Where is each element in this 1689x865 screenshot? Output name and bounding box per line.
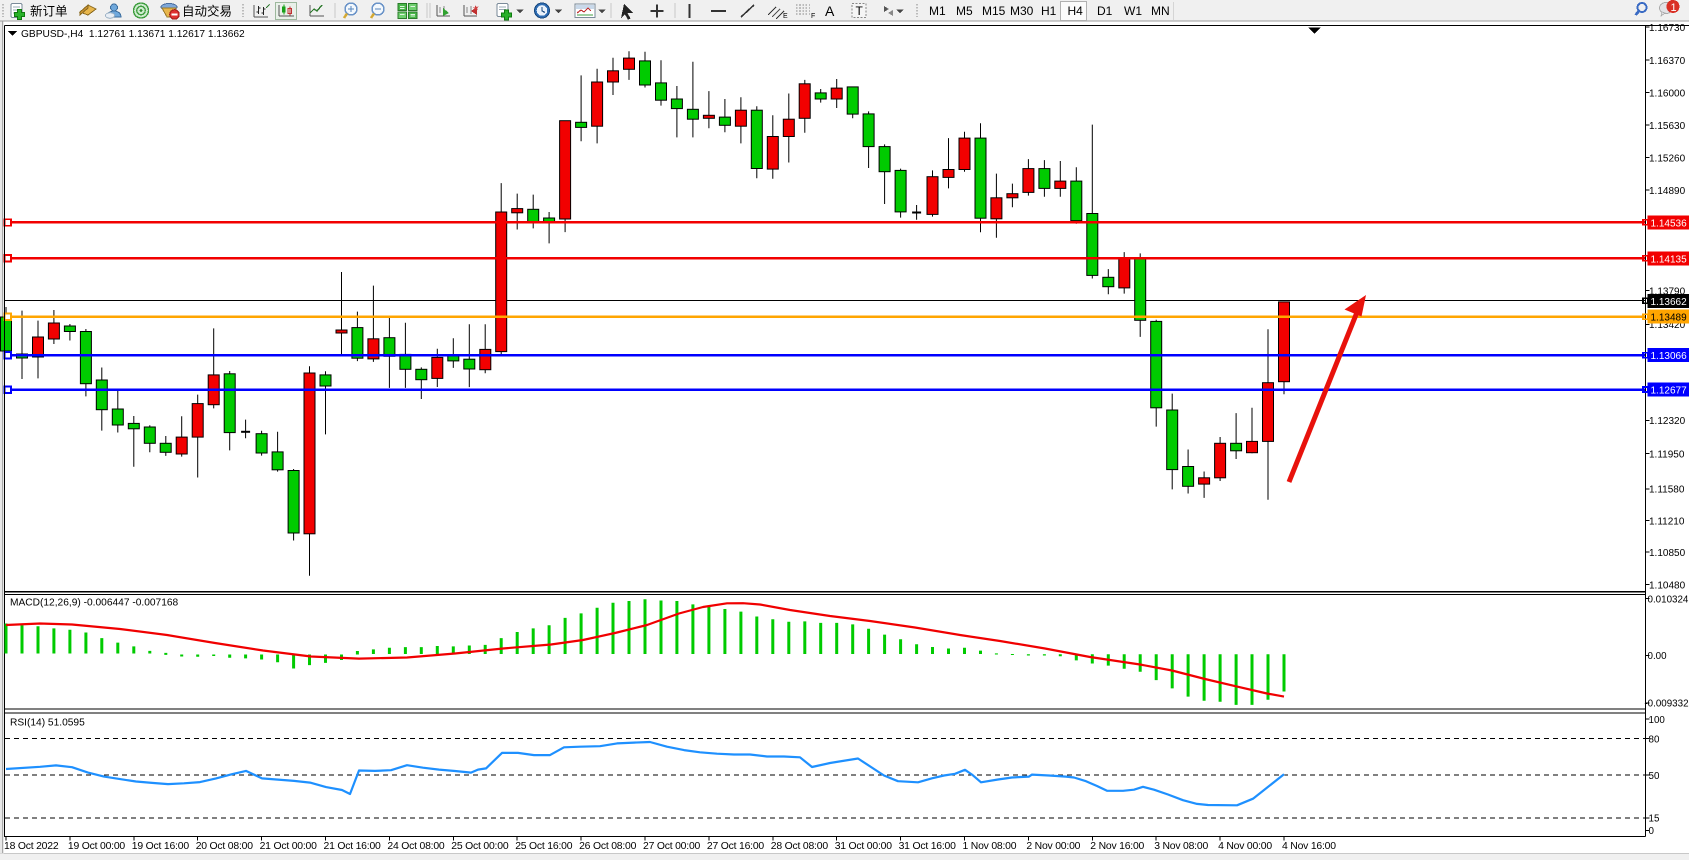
- svg-text:15: 15: [1649, 814, 1660, 825]
- svg-text:1.15260: 1.15260: [1649, 153, 1686, 164]
- svg-text:A: A: [825, 3, 835, 19]
- svg-text:1.13489: 1.13489: [1651, 313, 1688, 324]
- svg-text:100: 100: [1649, 715, 1666, 726]
- svg-text:1.16370: 1.16370: [1649, 56, 1686, 67]
- svg-text:1: 1: [1671, 2, 1677, 14]
- svg-text:19 Oct 16:00: 19 Oct 16:00: [132, 841, 190, 852]
- svg-text:27 Oct 00:00: 27 Oct 00:00: [643, 841, 701, 852]
- svg-text:4 Nov 16:00: 4 Nov 16:00: [1282, 841, 1336, 852]
- svg-text:1.10480: 1.10480: [1649, 581, 1686, 592]
- svg-text:1.16730: 1.16730: [1649, 23, 1686, 34]
- svg-text:F: F: [811, 13, 815, 20]
- svg-text:18 Oct 2022: 18 Oct 2022: [4, 841, 59, 852]
- svg-text:2 Nov 16:00: 2 Nov 16:00: [1090, 841, 1144, 852]
- svg-text:1.14890: 1.14890: [1649, 186, 1686, 197]
- svg-text:0.00: 0.00: [1648, 651, 1668, 662]
- svg-text:D1: D1: [1097, 4, 1113, 18]
- svg-text:20 Oct 08:00: 20 Oct 08:00: [196, 841, 254, 852]
- svg-text:1 Nov 08:00: 1 Nov 08:00: [963, 841, 1017, 852]
- svg-text:21 Oct 00:00: 21 Oct 00:00: [260, 841, 318, 852]
- svg-text:MACD(12,26,9) -0.006447 -0.007: MACD(12,26,9) -0.006447 -0.007168: [10, 598, 179, 609]
- svg-text:1.11210: 1.11210: [1649, 516, 1685, 527]
- svg-text:T: T: [856, 4, 864, 18]
- svg-text:1.15630: 1.15630: [1649, 121, 1686, 132]
- svg-text:H1: H1: [1041, 4, 1057, 18]
- svg-text:28 Oct 08:00: 28 Oct 08:00: [771, 841, 829, 852]
- svg-text:31 Oct 00:00: 31 Oct 00:00: [835, 841, 893, 852]
- svg-text:24 Oct 08:00: 24 Oct 08:00: [387, 841, 445, 852]
- svg-text:RSI(14) 51.0595: RSI(14) 51.0595: [10, 718, 85, 729]
- svg-text:1.10850: 1.10850: [1649, 548, 1686, 559]
- svg-text:1.14135: 1.14135: [1651, 254, 1688, 265]
- svg-text:M15: M15: [982, 4, 1006, 18]
- svg-text:1.16000: 1.16000: [1649, 88, 1686, 99]
- svg-text:80: 80: [1649, 734, 1660, 745]
- svg-text:26 Oct 08:00: 26 Oct 08:00: [579, 841, 637, 852]
- svg-text:25 Oct 16:00: 25 Oct 16:00: [515, 841, 573, 852]
- svg-text:W1: W1: [1124, 4, 1142, 18]
- svg-text:1.13662: 1.13662: [1651, 297, 1688, 308]
- svg-text:21 Oct 16:00: 21 Oct 16:00: [324, 841, 382, 852]
- svg-text:19 Oct 00:00: 19 Oct 00:00: [68, 841, 126, 852]
- svg-text:新订单: 新订单: [30, 4, 68, 19]
- svg-text:1.14536: 1.14536: [1651, 218, 1688, 229]
- svg-text:1.11580: 1.11580: [1649, 485, 1685, 496]
- svg-text:GBPUSD-,H4 1.12761 1.13671 1.: GBPUSD-,H4 1.12761 1.13671 1.12617 1.136…: [21, 29, 245, 40]
- svg-text:3 Nov 08:00: 3 Nov 08:00: [1154, 841, 1208, 852]
- svg-text:4 Nov 00:00: 4 Nov 00:00: [1218, 841, 1272, 852]
- svg-text:1.12677: 1.12677: [1651, 386, 1688, 397]
- svg-text:M30: M30: [1010, 4, 1034, 18]
- svg-text:自动交易: 自动交易: [182, 4, 232, 19]
- svg-text:25 Oct 00:00: 25 Oct 00:00: [451, 841, 509, 852]
- svg-text:31 Oct 16:00: 31 Oct 16:00: [899, 841, 957, 852]
- svg-text:H4: H4: [1068, 4, 1084, 18]
- svg-text:50: 50: [1649, 771, 1660, 782]
- svg-text:E: E: [783, 13, 788, 20]
- svg-text:0: 0: [1649, 826, 1655, 837]
- svg-text:1.12320: 1.12320: [1649, 416, 1686, 427]
- svg-text:-0.009332: -0.009332: [1644, 699, 1688, 710]
- svg-text:M5: M5: [956, 4, 973, 18]
- svg-text:27 Oct 16:00: 27 Oct 16:00: [707, 841, 765, 852]
- svg-text:MN: MN: [1151, 4, 1170, 18]
- svg-text:0.010324: 0.010324: [1648, 594, 1689, 605]
- svg-text:M1: M1: [929, 4, 946, 18]
- svg-text:2 Nov 00:00: 2 Nov 00:00: [1026, 841, 1080, 852]
- svg-text:1.13066: 1.13066: [1651, 351, 1688, 362]
- svg-text:1.11950: 1.11950: [1649, 449, 1685, 460]
